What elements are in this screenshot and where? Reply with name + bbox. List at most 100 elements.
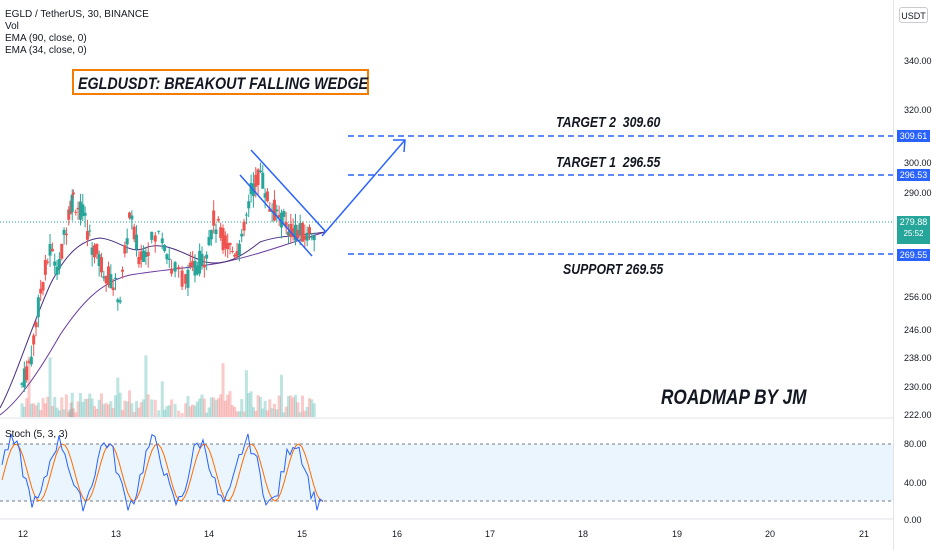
arrow-head-icon [393, 139, 406, 153]
stoch-label[interactable]: Stoch (5, 3, 3) [5, 429, 68, 440]
volume-bar [135, 401, 139, 417]
volume-bars [20, 355, 316, 417]
candle-body [85, 231, 89, 240]
volume-bar [97, 399, 101, 417]
target2-annotation[interactable]: TARGET 2 309.60 [556, 114, 661, 131]
candle-body [50, 248, 54, 252]
volume-bar [163, 409, 167, 417]
volume-bar [272, 403, 276, 417]
stoch-d-line [1, 443, 324, 502]
support-annotation[interactable]: SUPPORT 269.55 [563, 261, 664, 278]
currency-button[interactable]: USDT [899, 7, 928, 23]
candle-body [170, 268, 174, 274]
candle-body [177, 267, 181, 270]
wedge-upper-line[interactable] [250, 149, 327, 233]
candle-body [235, 251, 239, 257]
price-chart[interactable] [0, 0, 893, 550]
candle-body [167, 258, 171, 260]
title-box[interactable]: EGLDUSDT: BREAKOUT FALLING WEDGE [72, 69, 369, 95]
candle-body [180, 270, 184, 287]
volume-bar [268, 399, 272, 417]
volume-bar [104, 402, 108, 417]
volume-bar [95, 408, 99, 417]
candle-body [209, 229, 213, 240]
volume-bar [261, 408, 265, 417]
volume-bar [71, 408, 75, 417]
candle-body [282, 210, 286, 217]
candle-body [104, 276, 108, 284]
volume-bar [34, 405, 38, 417]
price-tick: 246.00 [904, 325, 932, 335]
symbol-label[interactable]: EGLD / TetherUS, 30, BINANCE [5, 9, 149, 20]
volume-bar [106, 404, 110, 417]
candle-body [128, 212, 132, 218]
volume-bar [90, 398, 94, 417]
volume-bar [293, 394, 297, 417]
candle-body [205, 254, 209, 259]
candle-body [106, 266, 110, 286]
candle-body [25, 366, 29, 380]
candle-body [310, 237, 314, 239]
roadmap-annotation[interactable]: ROADMAP BY JM [661, 386, 807, 409]
volume-bar [209, 397, 213, 417]
candle-body [55, 266, 59, 275]
time-tick: 19 [672, 529, 683, 539]
volume-bar [184, 403, 188, 417]
candle-body [70, 194, 74, 213]
candle-body [286, 231, 290, 236]
volume-bar [219, 394, 223, 417]
target1-annotation[interactable]: TARGET 1 296.55 [556, 154, 661, 171]
volume-bar [296, 402, 300, 417]
time-tick: 18 [578, 529, 589, 539]
candle-body [32, 335, 36, 345]
volume-bar [282, 412, 286, 417]
candle-body [90, 247, 94, 255]
candle-countdown: 25:52 [903, 229, 924, 238]
volume-bar [102, 404, 106, 417]
volume-bar [230, 405, 234, 417]
volume-bar [68, 409, 72, 417]
candle-body [303, 235, 307, 240]
volume-bar [137, 407, 141, 417]
candle-body [60, 243, 64, 259]
volume-label[interactable]: Vol [5, 21, 19, 32]
volume-bar [167, 405, 171, 417]
volume-bar [291, 397, 295, 417]
volume-bar [64, 394, 68, 417]
projection-arrow[interactable] [321, 139, 406, 237]
volume-bar [170, 399, 174, 417]
candle-body [121, 269, 125, 272]
candle-body [132, 226, 136, 240]
volume-bar [277, 395, 281, 417]
candle-body [64, 233, 68, 236]
candle-body [268, 208, 272, 212]
volume-bar [114, 395, 117, 417]
ema90-line [0, 231, 326, 416]
price-axis[interactable] [893, 0, 932, 550]
volume-bar [228, 391, 232, 417]
volume-bar [76, 401, 80, 417]
candle-body [272, 199, 276, 221]
candle-body [130, 215, 134, 220]
ema34-label[interactable]: EMA (34, close, 0) [5, 45, 87, 56]
volume-bar [99, 393, 103, 417]
candle-body [48, 244, 52, 256]
wedge-lower-line[interactable] [239, 174, 313, 257]
volume-bar [70, 392, 74, 417]
candle-body [226, 242, 230, 250]
ema90-label[interactable]: EMA (90, close, 0) [5, 33, 87, 44]
volume-bar [53, 396, 57, 417]
volume-bar [157, 410, 161, 417]
volume-bar [289, 395, 293, 417]
candle-body [289, 223, 293, 237]
volume-bar [60, 397, 64, 417]
chart-legend: EGLD / TetherUS, 30, BINANCE Vol EMA (90… [5, 9, 149, 57]
volume-bar [83, 399, 87, 417]
volume-bar [130, 403, 134, 417]
volume-bar [27, 356, 31, 417]
candle-body [219, 227, 223, 238]
candle-body [20, 383, 24, 385]
volume-bar [301, 395, 304, 417]
stoch-k-line [1, 433, 324, 512]
time-tick: 14 [204, 529, 215, 539]
